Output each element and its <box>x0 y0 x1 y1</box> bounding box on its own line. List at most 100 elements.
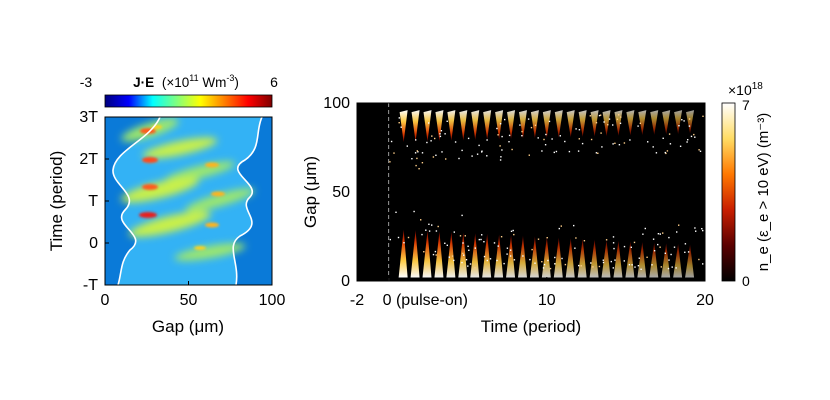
top-burst <box>650 110 659 135</box>
scatter-dot <box>509 249 512 251</box>
scatter-dot <box>445 158 447 160</box>
scatter-dot <box>667 267 670 270</box>
scatter-dot <box>683 120 685 122</box>
scatter-dot <box>673 246 676 248</box>
right-x-ticks: -2 0 (pulse-on) 10 20 <box>350 277 714 309</box>
streak <box>185 188 255 212</box>
scatter-dot <box>441 151 443 153</box>
scatter-dot <box>670 253 672 256</box>
scatter-dot <box>504 118 506 121</box>
scatter-dot <box>467 137 470 140</box>
scatter-dot <box>420 219 422 221</box>
scatter-dot <box>503 262 505 265</box>
scatter-dot <box>681 119 683 121</box>
scatter-dot <box>702 263 704 265</box>
scatter-dot <box>589 115 591 117</box>
right-x-tick-label: -2 <box>350 292 364 309</box>
scatter-dot <box>612 124 614 126</box>
bottom-burst <box>649 242 659 278</box>
scatter-dot <box>508 141 510 143</box>
scatter-dot <box>554 263 556 265</box>
top-burst <box>507 110 516 139</box>
scatter-dot <box>459 235 462 237</box>
top-burst <box>518 110 527 139</box>
scatter-dot <box>461 261 463 264</box>
right-x-tick-label: 20 <box>696 292 714 309</box>
right-colorbar-scale-prefix: ×10 <box>728 82 752 98</box>
scatter-dot <box>633 241 636 244</box>
scatter-dot <box>564 263 567 266</box>
scatter-dot <box>501 149 503 151</box>
scatter-dot <box>489 258 492 260</box>
bottom-burst <box>482 233 492 278</box>
core <box>205 222 219 228</box>
scatter-dot <box>430 140 432 142</box>
bottom-burst <box>434 231 444 278</box>
scatter-dot <box>620 116 622 118</box>
left-y-tick-label: T <box>88 193 98 210</box>
scatter-dot <box>500 236 503 238</box>
left-x-tick-label: 50 <box>180 292 198 309</box>
scatter-dot <box>668 236 670 239</box>
scatter-dot <box>568 150 571 153</box>
scatter-dot <box>560 225 562 227</box>
scatter-dot <box>432 253 435 256</box>
right-scatter-dots <box>389 114 705 270</box>
scatter-dot <box>496 127 498 130</box>
scatter-dot <box>558 227 560 230</box>
scatter-dot <box>426 141 428 144</box>
right-colorbar-scale: ×1018 <box>728 81 763 98</box>
bottom-burst <box>398 229 408 278</box>
scatter-dot <box>486 139 488 141</box>
scatter-dot <box>688 118 691 120</box>
scatter-dot <box>454 141 457 143</box>
top-burst <box>447 110 456 141</box>
scatter-dot <box>531 248 533 251</box>
scatter-dot <box>578 264 580 267</box>
streak <box>129 211 211 237</box>
left-sheath-right <box>233 117 272 285</box>
top-burst <box>530 110 539 139</box>
scatter-dot <box>406 145 408 147</box>
scatter-dot <box>598 114 601 117</box>
top-burst <box>674 110 683 135</box>
scatter-dot <box>534 124 537 126</box>
scatter-dot <box>659 233 661 235</box>
scatter-dot <box>603 121 605 123</box>
core <box>205 162 219 168</box>
scatter-dot <box>647 141 649 143</box>
top-burst <box>459 110 468 141</box>
scatter-dot <box>528 154 530 156</box>
scatter-dot <box>480 238 482 241</box>
scatter-dot <box>639 122 641 124</box>
scatter-dot <box>397 236 400 239</box>
scatter-dot <box>564 140 566 143</box>
left-y-tick-label: 3T <box>79 109 98 126</box>
scatter-dot <box>702 115 704 117</box>
scatter-dot <box>435 230 438 232</box>
scatter-dot <box>687 251 690 253</box>
left-y-tick-label: -T <box>83 277 98 294</box>
scatter-dot <box>559 135 561 137</box>
scatter-dot <box>481 151 483 153</box>
scatter-dot <box>474 247 476 249</box>
scatter-dot <box>486 259 488 262</box>
right-y-tick-label: 100 <box>323 95 350 112</box>
scatter-dot <box>668 133 671 135</box>
scatter-dot <box>642 233 644 235</box>
left-sheath-boundary-right <box>232 117 263 285</box>
scatter-dot <box>416 150 418 152</box>
scatter-dot <box>462 242 464 244</box>
scatter-dot <box>499 123 502 125</box>
scatter-dot <box>530 126 533 129</box>
top-burst <box>590 110 599 137</box>
scatter-dot <box>701 228 703 230</box>
right-x-tick-label: 0 (pulse-on) <box>383 292 468 309</box>
scatter-dot <box>592 266 594 268</box>
scatter-dot <box>467 245 469 247</box>
scatter-dot <box>513 259 516 261</box>
scatter-dot <box>612 242 615 244</box>
scatter-dot <box>481 234 483 236</box>
scatter-dot <box>580 265 582 267</box>
scatter-dot <box>458 157 460 160</box>
